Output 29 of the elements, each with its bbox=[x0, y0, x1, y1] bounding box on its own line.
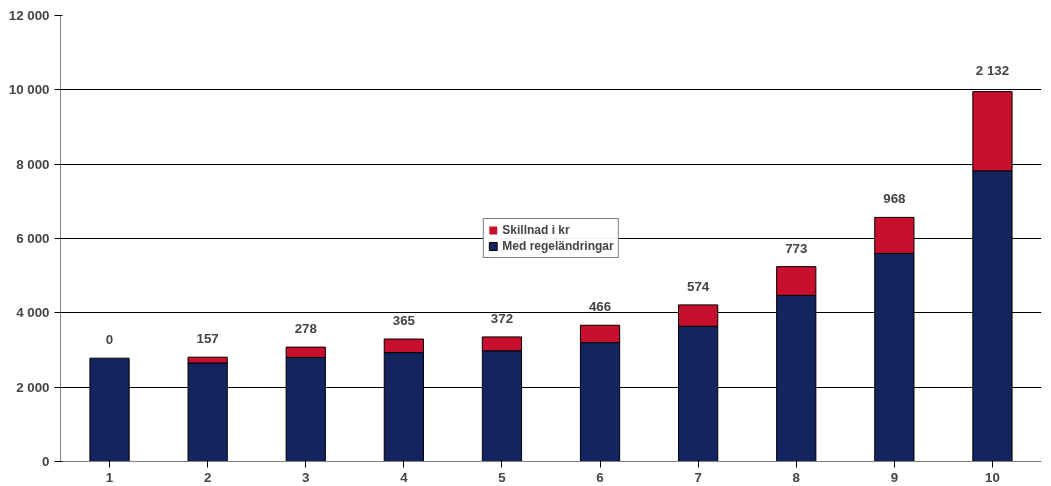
y-tick-label: 4 000 bbox=[16, 305, 50, 321]
x-tick-label: 9 bbox=[890, 469, 899, 485]
x-tick-label: 8 bbox=[792, 469, 800, 485]
x-tick-label: 4 bbox=[400, 469, 409, 485]
data-label: 968 bbox=[883, 191, 906, 207]
y-tick-label: 12 000 bbox=[8, 8, 50, 23]
data-label: 773 bbox=[785, 240, 808, 256]
data-label: 157 bbox=[196, 331, 219, 347]
data-label: 466 bbox=[588, 299, 612, 315]
y-tick-label: 6 000 bbox=[16, 231, 50, 246]
data-label: 0 bbox=[105, 332, 114, 348]
x-tick-label: 6 bbox=[596, 469, 604, 485]
y-tick-label: 8 000 bbox=[16, 156, 50, 172]
data-label: 574 bbox=[687, 278, 710, 294]
legend-label: Med regeländringar bbox=[502, 239, 614, 253]
data-label: 372 bbox=[490, 310, 514, 326]
x-tick-label: 5 bbox=[498, 469, 507, 485]
data-label: 278 bbox=[294, 321, 317, 337]
y-tick-label: 2 000 bbox=[16, 379, 50, 395]
legend-label: Skillnad i kr bbox=[502, 223, 570, 237]
x-tick-label: 1 bbox=[105, 469, 114, 485]
data-label: 365 bbox=[392, 313, 416, 329]
data-label: 2 132 bbox=[975, 62, 1010, 78]
y-tick-label: 10 000 bbox=[8, 82, 50, 98]
x-tick-label: 3 bbox=[302, 469, 310, 485]
x-tick-label: 7 bbox=[694, 469, 702, 485]
y-tick-label: 0 bbox=[42, 454, 50, 469]
x-tick-label: 2 bbox=[203, 469, 212, 485]
x-tick-label: 10 bbox=[985, 469, 1000, 485]
